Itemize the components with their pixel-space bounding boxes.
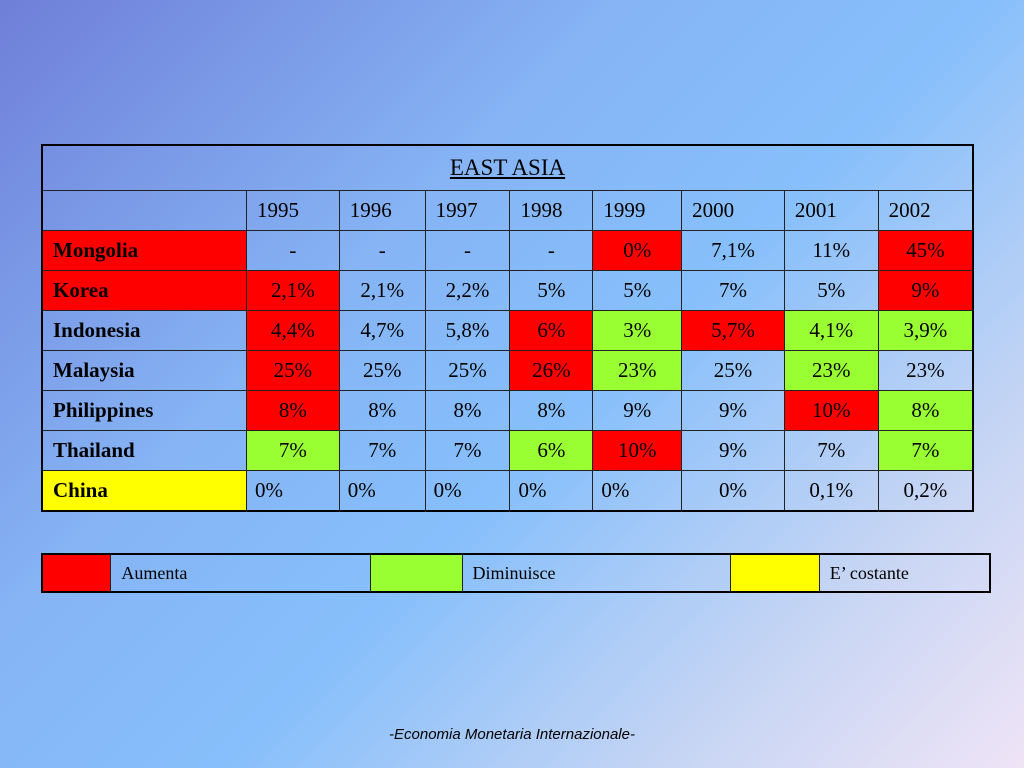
country-cell: Mongolia: [41, 230, 247, 271]
value-cell: 5,7%: [681, 310, 785, 351]
corner-cell: [41, 190, 247, 231]
value-cell: 0%: [245, 470, 340, 512]
value-cell: 6%: [509, 430, 594, 471]
value-cell: 6%: [509, 310, 594, 351]
value-cell: 8%: [509, 390, 594, 431]
table-row-philippines: Philippines 8% 8% 8% 8% 9% 9% 10% 8%: [41, 390, 974, 431]
value-cell: 0%: [424, 470, 511, 512]
table-row-thailand: Thailand 7% 7% 7% 6% 10% 9% 7% 7%: [41, 430, 974, 471]
value-cell: 8%: [877, 390, 974, 431]
value-cell: 11%: [783, 230, 879, 271]
table-row-mongolia: Mongolia - - - -0% 7,1% 11% 45%: [41, 230, 974, 271]
table-row-china: China 0% 0% 0% 0% 0% 0% 0,1% 0,2%: [41, 470, 974, 512]
year-header-2000: 2000: [681, 190, 785, 231]
value-cell: 9%: [681, 390, 785, 431]
value-cell: 5,8%: [424, 310, 511, 351]
value-cell: 2,2%: [424, 270, 511, 311]
value-cell: 25%: [245, 350, 340, 391]
value-cell: 26%: [509, 350, 594, 391]
east-asia-table: EAST ASIA 1995 1996 1997 1998 1999 2000 2001 20…: [41, 144, 974, 512]
value-cell: 8%: [245, 390, 340, 431]
value-cell: 5%: [592, 270, 683, 311]
value-cell: 25%: [424, 350, 511, 391]
legend-label: E’ costante: [818, 553, 991, 593]
legend-table: Aumenta Diminuisce E’ costante: [41, 553, 991, 593]
table-row-malaysia: Malaysia 25% 25% 25% 26% 23% 25% 23% 23%: [41, 350, 974, 391]
table-row-indonesia: Indonesia 4,4% 4,7% 5,8% 6% 3% 5,7% 4,1% 3,9%: [41, 310, 974, 351]
legend-label: Aumenta: [110, 553, 371, 593]
value-cell: -: [338, 230, 426, 271]
value-cell: 0%: [509, 470, 594, 512]
value-cell: -: [509, 230, 594, 271]
country-cell: China: [41, 470, 247, 512]
value-cell: 5%: [783, 270, 879, 311]
value-cell: 3%: [592, 310, 683, 351]
value-cell: 0,2%: [877, 470, 974, 512]
value-cell: 9%: [877, 270, 974, 311]
year-header-1995: 1995: [245, 190, 340, 231]
year-header-2002: 2002: [877, 190, 974, 231]
value-cell: 0%: [681, 470, 785, 512]
value-cell: 7%: [681, 270, 785, 311]
value-cell: 3,9%: [877, 310, 974, 351]
year-header-row: 1995 1996 1997 1998 1999 2000 2001 2002: [41, 190, 974, 231]
value-cell: 2,1%: [338, 270, 426, 311]
value-cell: 9%: [681, 430, 785, 471]
legend-row: Aumenta Diminuisce E’ costante: [41, 553, 991, 593]
value-cell: 4,4%: [245, 310, 340, 351]
legend-swatch-yellow: [729, 553, 820, 593]
year-header-2001: 2001: [783, 190, 879, 231]
value-cell: 7%: [877, 430, 974, 471]
value-cell: 23%: [783, 350, 879, 391]
value-cell: 10%: [783, 390, 879, 431]
value-cell: 0%: [592, 470, 683, 512]
table-title-cell: EAST ASIA: [41, 144, 974, 191]
country-cell: Korea: [41, 270, 247, 311]
value-cell: 8%: [424, 390, 511, 431]
year-header-1998: 1998: [509, 190, 594, 231]
country-cell: Thailand: [41, 430, 247, 471]
value-cell: 4,7%: [338, 310, 426, 351]
value-cell: 4,1%: [783, 310, 879, 351]
value-cell: 23%: [877, 350, 974, 391]
value-cell: 0%: [338, 470, 426, 512]
legend-label: Diminuisce: [461, 553, 731, 593]
value-cell: 25%: [681, 350, 785, 391]
value-cell: 7,1%: [681, 230, 785, 271]
title-row: EAST ASIA: [41, 144, 974, 191]
year-header-1999: 1999: [592, 190, 683, 231]
legend-swatch-green: [369, 553, 463, 593]
table-title: EAST ASIA: [449, 155, 566, 180]
legend-swatch-red: [41, 553, 112, 593]
footer-text: -Economia Monetaria Internazionale-: [389, 726, 635, 743]
country-cell: Malaysia: [41, 350, 247, 391]
value-cell: 0,1%: [783, 470, 879, 512]
value-cell: -: [245, 230, 340, 271]
value-cell: 45%: [877, 230, 974, 271]
value-cell: 23%: [592, 350, 683, 391]
country-cell: Philippines: [41, 390, 247, 431]
year-header-1997: 1997: [424, 190, 511, 231]
value-cell: 7%: [338, 430, 426, 471]
value-cell: 7%: [783, 430, 879, 471]
year-header-1996: 1996: [338, 190, 426, 231]
table-row-korea: Korea 2,1% 2,1% 2,2% 5% 5% 7% 5% 9%: [41, 270, 974, 311]
value-cell: 25%: [338, 350, 426, 391]
value-cell: 8%: [338, 390, 426, 431]
value-cell: -: [424, 230, 511, 271]
value-cell: 9%: [592, 390, 683, 431]
country-cell: Indonesia: [41, 310, 247, 351]
value-cell: 5%: [509, 270, 594, 311]
value-cell: 7%: [424, 430, 511, 471]
value-cell: 10%: [592, 430, 683, 471]
value-cell: 7%: [245, 430, 340, 471]
value-cell: 0%: [592, 230, 683, 271]
value-cell: 2,1%: [245, 270, 340, 311]
